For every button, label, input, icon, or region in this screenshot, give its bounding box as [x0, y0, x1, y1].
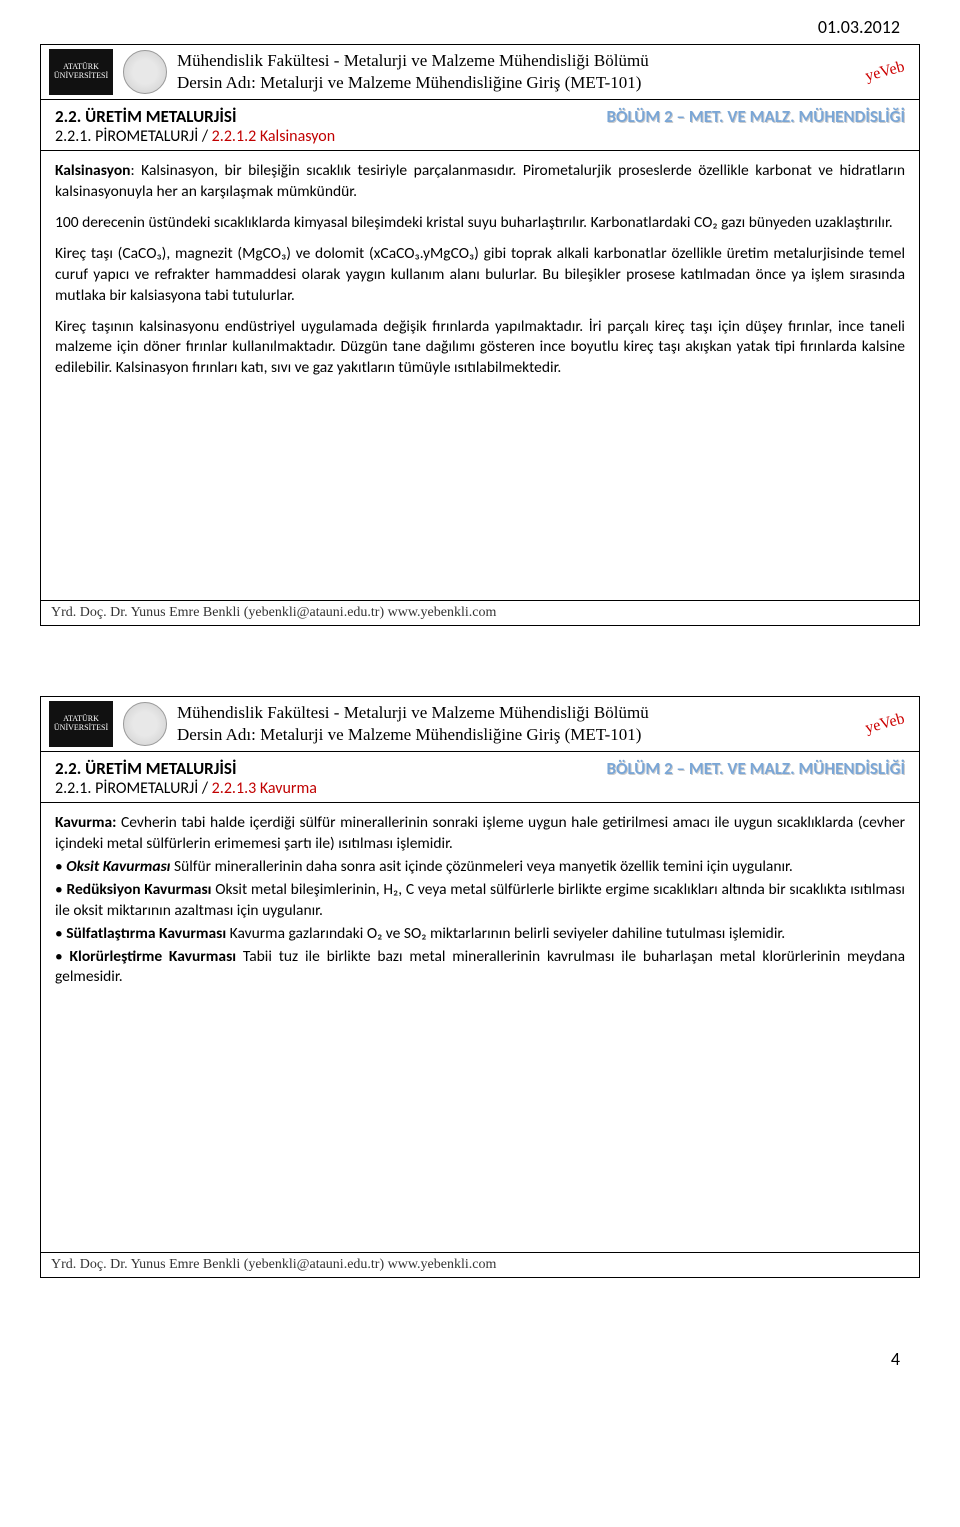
p1-bold: Kalsinasyon	[55, 161, 130, 180]
bullet-4: • Klorürleştirme Kavurması Tabii tuz ile…	[55, 947, 905, 989]
title-row: 2.2. ÜRETİM METALURJİSİ BÖLÜM 2 – MET. V…	[41, 752, 919, 779]
para-1: Kalsinasyon: Kalsinasyon, bir bileşiğin …	[55, 161, 905, 203]
para-4: Kireç taşının kalsinasyonu endüstriyel u…	[55, 317, 905, 380]
title-right: BÖLÜM 2 – MET. VE MALZ. MÜHENDİSLİĞİ	[607, 758, 906, 779]
subtitle-red: 2.2.1.3 Kavurma	[212, 779, 317, 798]
university-logo: ATATÜRK ÜNİVERSİTESİ	[49, 49, 113, 95]
header-text: Mühendislik Fakültesi - Metalurji ve Mal…	[177, 50, 855, 94]
university-seal	[123, 50, 167, 94]
slide-content: Kalsinasyon: Kalsinasyon, bir bileşiğin …	[41, 151, 919, 600]
b4-bold: Klorürleştirme Kavurması	[70, 947, 237, 966]
subtitle-black: 2.2.1. PİROMETALURJİ /	[55, 127, 212, 146]
para-3: Kireç taşı (CaCO₃), magnezit (MgCO₃) ve …	[55, 244, 905, 307]
page-date: 01.03.2012	[40, 16, 900, 38]
b3-rest: Kavurma gazlarındaki O₂ ve SO₂ miktarlar…	[226, 924, 785, 943]
yeveb-mark: yeVeb	[863, 58, 906, 86]
para-intro: Kavurma: Cevherin tabi halde içerdiği sü…	[55, 813, 905, 855]
b2-bold: Redüksiyon Kavurması	[66, 880, 211, 899]
slide-footer: Yrd. Doç. Dr. Yunus Emre Benkli (yebenkl…	[41, 1252, 919, 1277]
header-line2: Dersin Adı: Metalurji ve Malzeme Mühendi…	[177, 724, 855, 746]
university-seal	[123, 702, 167, 746]
title-left: 2.2. ÜRETİM METALURJİSİ	[55, 758, 236, 779]
slide-header: ATATÜRK ÜNİVERSİTESİ Mühendislik Fakülte…	[41, 45, 919, 100]
yeveb-mark: yeVeb	[863, 710, 906, 738]
intro-rest: Cevherin tabi halde içerdiği sülfür mine…	[55, 813, 905, 853]
subtitle-row: 2.2.1. PİROMETALURJİ / 2.2.1.2 Kalsinasy…	[41, 127, 919, 151]
bullet-3: • Sülfatlaştırma Kavurması Kavurma gazla…	[55, 924, 905, 945]
title-left: 2.2. ÜRETİM METALURJİSİ	[55, 106, 236, 127]
slide-footer: Yrd. Doç. Dr. Yunus Emre Benkli (yebenkl…	[41, 600, 919, 625]
intro-bold: Kavurma:	[55, 813, 116, 832]
slide-1: ATATÜRK ÜNİVERSİTESİ Mühendislik Fakülte…	[40, 44, 920, 626]
b1-bold: Oksit Kavurması	[66, 857, 170, 876]
subtitle-red: 2.2.1.2 Kalsinasyon	[212, 127, 335, 146]
title-right: BÖLÜM 2 – MET. VE MALZ. MÜHENDİSLİĞİ	[607, 106, 906, 127]
b3-bold: Sülfatlaştırma Kavurması	[66, 924, 226, 943]
bullet-1: • Oksit Kavurması Sülfür minerallerinin …	[55, 857, 905, 878]
slide-2: ATATÜRK ÜNİVERSİTESİ Mühendislik Fakülte…	[40, 696, 920, 1278]
header-line1: Mühendislik Fakültesi - Metalurji ve Mal…	[177, 702, 855, 724]
bullet-2: • Redüksiyon Kavurması Oksit metal bileş…	[55, 880, 905, 922]
header-text: Mühendislik Fakültesi - Metalurji ve Mal…	[177, 702, 855, 746]
subtitle-row: 2.2.1. PİROMETALURJİ / 2.2.1.3 Kavurma	[41, 779, 919, 803]
b1-rest: Sülfür minerallerinin daha sonra asit iç…	[170, 857, 792, 876]
title-row: 2.2. ÜRETİM METALURJİSİ BÖLÜM 2 – MET. V…	[41, 100, 919, 127]
para-2: 100 derecenin üstündeki sıcaklıklarda ki…	[55, 213, 905, 234]
slide-content: Kavurma: Cevherin tabi halde içerdiği sü…	[41, 803, 919, 1252]
university-logo: ATATÜRK ÜNİVERSİTESİ	[49, 701, 113, 747]
header-line1: Mühendislik Fakültesi - Metalurji ve Mal…	[177, 50, 855, 72]
p1-rest: : Kalsinasyon, bir bileşiğin sıcaklık te…	[55, 161, 905, 201]
slide-header: ATATÜRK ÜNİVERSİTESİ Mühendislik Fakülte…	[41, 697, 919, 752]
header-line2: Dersin Adı: Metalurji ve Malzeme Mühendi…	[177, 72, 855, 94]
page-number: 4	[40, 1348, 920, 1370]
subtitle-black: 2.2.1. PİROMETALURJİ /	[55, 779, 212, 798]
